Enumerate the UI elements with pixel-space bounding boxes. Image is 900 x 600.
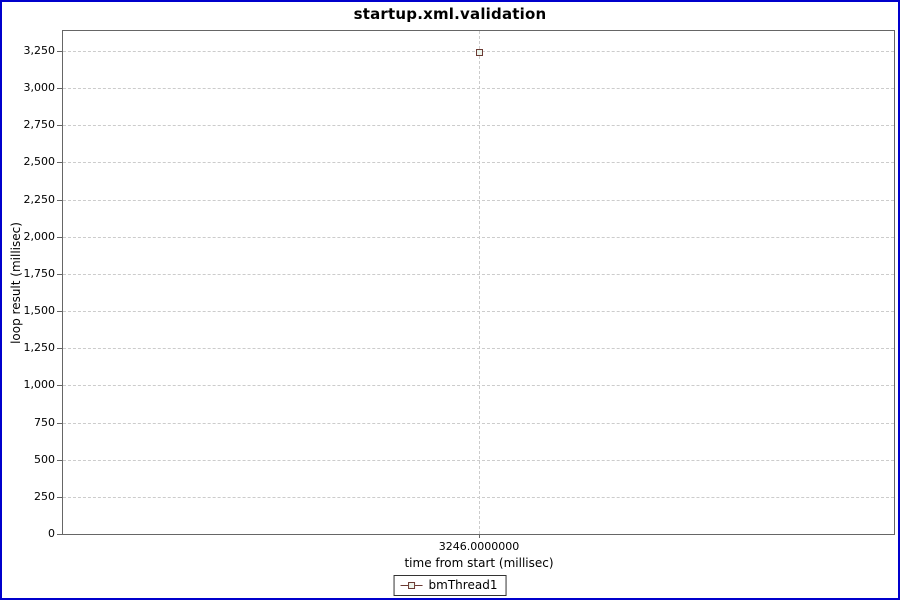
- y-axis-title: loop result (millisec): [9, 222, 23, 344]
- y-tick-label: 1,000: [23, 378, 56, 392]
- y-tick-mark: [57, 125, 62, 127]
- y-tick-label: 500: [34, 452, 55, 466]
- x-tick-label: 3246.0000000: [438, 540, 520, 553]
- y-gridline: [63, 162, 894, 164]
- legend-series-label: bmThread1: [428, 578, 498, 592]
- chart-title: startup.xml.validation: [353, 5, 547, 23]
- y-tick-mark: [57, 311, 62, 313]
- y-tick-mark: [57, 162, 62, 164]
- y-gridline: [63, 496, 894, 498]
- x-tick-mark: [479, 534, 480, 538]
- y-tick-mark: [57, 51, 62, 52]
- y-gridline: [63, 385, 894, 387]
- x-axis-title: time from start (millisec): [404, 556, 554, 570]
- y-tick-mark: [57, 385, 62, 387]
- y-tick-label: 2,250: [23, 192, 56, 206]
- y-gridline: [63, 88, 894, 90]
- y-tick-mark: [57, 199, 62, 201]
- y-tick-label: 3,250: [23, 44, 56, 57]
- legend: bmThread1: [393, 575, 507, 596]
- data-point-marker: [476, 49, 483, 56]
- y-tick-mark: [57, 534, 62, 535]
- legend-square-icon: [408, 582, 416, 589]
- y-tick-mark: [57, 236, 62, 238]
- y-tick-mark: [57, 496, 62, 498]
- y-tick-label: 250: [34, 489, 55, 503]
- y-gridline: [63, 125, 894, 127]
- x-gridline: [479, 31, 480, 534]
- y-gridline: [63, 459, 894, 461]
- y-tick-mark: [57, 88, 62, 90]
- y-tick-label: 750: [34, 415, 55, 429]
- y-tick-label: 3,000: [23, 81, 56, 95]
- legend-series-marker-icon: [400, 582, 423, 589]
- y-tick-mark: [57, 422, 62, 424]
- y-tick-mark: [57, 273, 62, 275]
- y-tick-label: 2,500: [23, 155, 56, 169]
- y-gridline: [63, 422, 894, 424]
- y-tick-label: 0: [48, 527, 55, 540]
- y-gridline: [63, 236, 894, 238]
- y-tick-label: 1,500: [23, 304, 56, 318]
- y-gridline: [63, 199, 894, 201]
- y-gridline: [63, 348, 894, 350]
- y-gridline: [63, 311, 894, 313]
- y-gridline: [63, 273, 894, 275]
- y-tick-label: 2,750: [23, 118, 56, 132]
- y-tick-mark: [57, 459, 62, 461]
- y-tick-label: 1,250: [23, 341, 56, 355]
- y-tick-label: 2,000: [23, 229, 56, 243]
- y-tick-mark: [57, 348, 62, 350]
- y-tick-label: 1,750: [23, 266, 56, 280]
- plot-area: 0 250 500 750 1,000 1,250 1,500 1,750 2,000 2,250…: [24, 30, 895, 553]
